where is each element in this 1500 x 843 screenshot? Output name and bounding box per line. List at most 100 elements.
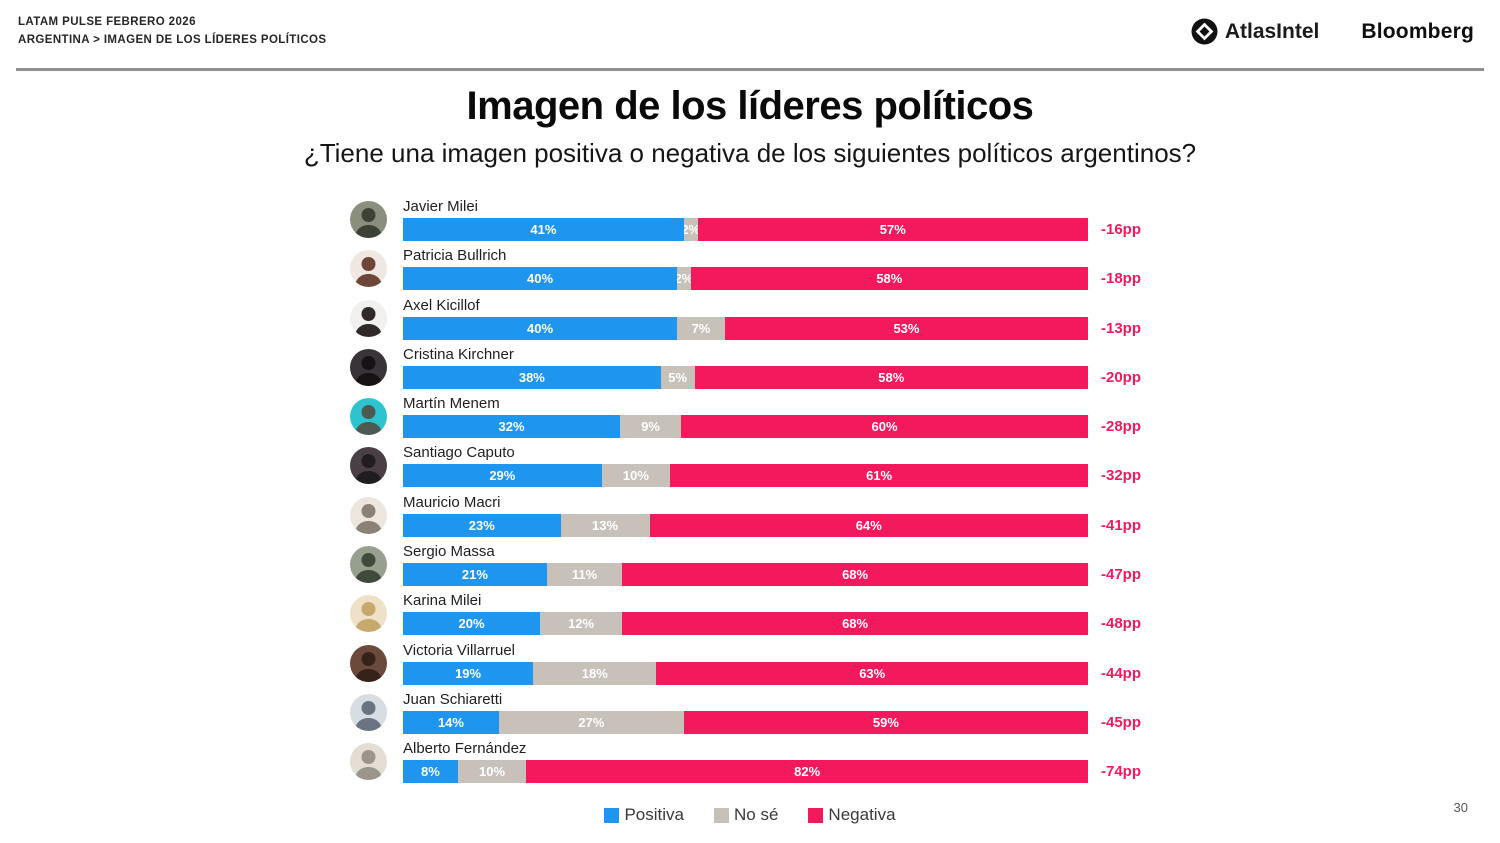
negative-value: 59% <box>872 714 899 730</box>
politician-row: Mauricio Macri 23% 13% 64% -41pp <box>350 493 1170 542</box>
bar-track: 20% 12% 68% <box>403 612 1088 636</box>
unsure-bar: 5% <box>660 365 695 389</box>
person-photo-icon <box>350 348 387 386</box>
negative-bar: 60% <box>681 415 1089 439</box>
avatar <box>350 595 387 633</box>
avatar <box>350 250 387 288</box>
leaders-approval-chart: Javier Milei 41% 2% 57% -16pp Patricia B… <box>350 197 1170 789</box>
negative-value: 61% <box>866 468 893 484</box>
negative-value: 58% <box>878 369 905 385</box>
unsure-value: 9% <box>641 419 660 435</box>
positive-bar: 41% <box>403 218 684 241</box>
legend-item-unsure: No sé <box>714 805 778 825</box>
positive-value: 19% <box>455 665 482 681</box>
politician-name: Victoria Villarruel <box>403 641 515 659</box>
negative-swatch <box>808 807 824 823</box>
positive-bar: 40% <box>403 316 677 340</box>
atlasintel-wordmark: AtlasIntel <box>1224 19 1320 43</box>
negative-bar: 63% <box>656 661 1088 685</box>
legend-label: Positiva <box>624 805 684 824</box>
negative-bar: 58% <box>694 365 1088 389</box>
politician-row: Karina Milei 20% 12% 68% -48pp <box>350 591 1170 640</box>
politician-row: Cristina Kirchner 38% 5% 58% -20pp <box>350 345 1170 394</box>
page-number: 30 <box>1453 800 1468 815</box>
unsure-bar: 2% <box>683 218 698 241</box>
unsure-value: 12% <box>568 616 595 632</box>
person-photo-icon <box>350 447 387 485</box>
avatar <box>350 546 387 584</box>
bar-track: 38% 5% 58% <box>403 365 1088 389</box>
politician-row: Martín Menem 32% 9% 60% -28pp <box>350 394 1170 443</box>
positive-bar: 19% <box>403 661 534 685</box>
politician-name: Cristina Kirchner <box>403 345 514 363</box>
report-header: LATAM PULSE FEBRERO 2026 ARGENTINA > IMA… <box>18 14 326 50</box>
politician-row: Sergio Massa 21% 11% 68% -47pp <box>350 542 1170 591</box>
positive-value: 29% <box>489 468 516 484</box>
page-title: Imagen de los líderes políticos <box>466 84 1034 128</box>
politician-row: Javier Milei 41% 2% 57% -16pp <box>350 197 1170 246</box>
person-photo-icon <box>350 250 387 288</box>
negative-value: 60% <box>871 419 898 435</box>
negative-bar: 58% <box>690 267 1088 291</box>
positive-value: 23% <box>468 517 495 533</box>
positive-value: 21% <box>461 567 488 583</box>
negative-bar: 59% <box>683 710 1089 734</box>
unsure-swatch <box>714 807 729 823</box>
politician-name: Karina Milei <box>403 592 482 610</box>
avatar <box>350 299 387 337</box>
unsure-bar: 7% <box>677 316 725 340</box>
negative-bar: 57% <box>697 218 1088 241</box>
positive-bar: 20% <box>403 612 540 636</box>
negative-value: 64% <box>855 517 882 533</box>
politician-name: Axel Kicillof <box>403 296 480 314</box>
person-photo-icon <box>350 398 387 436</box>
person-photo-icon <box>350 299 387 337</box>
negative-bar: 68% <box>622 612 1088 636</box>
person-photo-icon <box>350 693 387 731</box>
unsure-value: 18% <box>581 665 608 681</box>
net-difference: -48pp <box>1101 615 1142 633</box>
politician-row: Alberto Fernández 8% 10% 82% -74pp <box>350 739 1170 788</box>
bloomberg-logo: Bloomberg <box>1361 19 1474 43</box>
unsure-value: 7% <box>691 320 711 336</box>
positive-bar: 40% <box>403 267 677 291</box>
positive-value: 40% <box>526 320 554 336</box>
avatar <box>350 496 387 534</box>
net-difference: -47pp <box>1101 566 1142 584</box>
avatar <box>350 398 387 436</box>
positive-swatch <box>604 807 620 823</box>
politician-row: Axel Kicillof 40% 7% 53% -13pp <box>350 296 1170 345</box>
bar-track: 41% 2% 57% <box>403 218 1088 241</box>
negative-value: 53% <box>893 320 920 336</box>
avatar <box>350 743 387 781</box>
avatar <box>350 693 387 731</box>
politician-row: Victoria Villarruel 19% 18% 63% -44pp <box>350 641 1170 690</box>
positive-value: 14% <box>437 714 464 730</box>
positive-value: 38% <box>518 369 545 385</box>
positive-bar: 21% <box>403 563 547 587</box>
net-difference: -18pp <box>1101 270 1142 288</box>
politician-name: Juan Schiaretti <box>403 690 503 708</box>
legend-item-negative: Negativa <box>808 805 896 825</box>
net-difference: -74pp <box>1101 763 1142 781</box>
positive-bar: 29% <box>403 464 602 488</box>
politician-name: Sergio Massa <box>403 543 495 561</box>
unsure-bar: 11% <box>546 563 623 587</box>
net-difference: -13pp <box>1101 319 1142 337</box>
negative-bar: 53% <box>724 316 1088 340</box>
net-difference: -16pp <box>1101 221 1142 238</box>
legend-label: No sé <box>734 805 779 824</box>
unsure-value: 27% <box>578 714 605 730</box>
unsure-bar: 18% <box>533 661 657 685</box>
person-photo-icon <box>350 743 387 781</box>
avatar <box>350 348 387 386</box>
negative-value: 57% <box>879 222 906 237</box>
bar-track: 14% 27% 59% <box>403 710 1089 734</box>
politician-row: Santiago Caputo 29% 10% 61% -32pp <box>350 443 1170 492</box>
bar-track: 32% 9% 60% <box>403 415 1089 439</box>
politician-name: Martín Menem <box>403 395 500 413</box>
politician-name: Mauricio Macri <box>403 493 501 511</box>
person-photo-icon <box>350 644 387 682</box>
negative-value: 58% <box>876 271 903 287</box>
header-divider <box>16 68 1484 71</box>
